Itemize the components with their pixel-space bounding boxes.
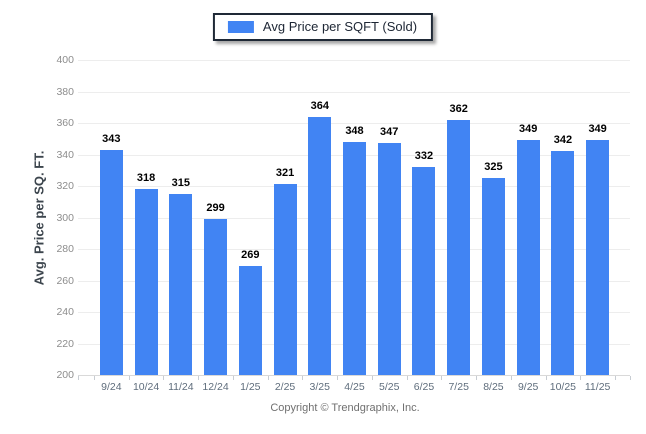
axis-tick: [510, 376, 512, 380]
bar-value-label: 321: [275, 167, 295, 180]
x-axis-tick-label: 6/25: [413, 381, 435, 393]
bar: [134, 189, 158, 375]
bar-value-label: 364: [310, 99, 329, 112]
bar: [169, 193, 193, 375]
gridline: [78, 123, 630, 124]
axis-tick: [232, 376, 234, 380]
bar: [343, 141, 366, 375]
gridline: [78, 91, 630, 93]
y-axis-tick-label: 320: [56, 180, 74, 192]
x-axis-tick-label: 1/25: [240, 381, 261, 393]
axis-end-tick: [630, 376, 631, 380]
x-axis-line: [78, 375, 630, 376]
axis-tick: [371, 376, 373, 380]
x-axis-tick-label: 3/25: [309, 381, 330, 393]
axis-tick: [615, 376, 616, 380]
x-axis-tick-label: 9/24: [101, 381, 122, 393]
bar: [412, 167, 436, 375]
y-axis-tick-label: 240: [56, 306, 74, 318]
axis-tick: [163, 376, 165, 380]
legend: Avg Price per SQFT (Sold): [212, 13, 434, 41]
x-axis-tick-label: 2/25: [274, 381, 296, 393]
bar-value-label: 349: [518, 123, 538, 136]
x-axis-tick-label: 7/25: [448, 381, 469, 393]
bar-value-label: 325: [484, 161, 503, 174]
bar: [99, 149, 123, 375]
bar: [273, 184, 297, 375]
bar: [447, 119, 471, 375]
bar-value-label: 349: [588, 123, 607, 136]
bar: [204, 219, 228, 375]
y-axis-tick-label: 280: [56, 243, 74, 255]
axis-tick: [545, 376, 547, 380]
bar-value-label: 299: [206, 202, 225, 215]
bar-value-label: 315: [171, 176, 190, 189]
bar: [481, 178, 505, 375]
x-axis-tick-label: 5/25: [379, 381, 400, 393]
x-axis-tick-label: 10/25: [549, 381, 577, 393]
copyright-text: Copyright © Trendgraphix, Inc.: [270, 402, 420, 414]
bar-value-label: 343: [102, 132, 121, 145]
bar: [516, 140, 540, 375]
axis-tick: [476, 376, 478, 380]
bar: [308, 116, 332, 375]
axis-tick: [302, 376, 304, 380]
x-axis-tick-label: 8/25: [483, 381, 504, 393]
axis-tick: [580, 376, 582, 380]
bar-value-label: 362: [449, 102, 468, 115]
axis-end-tick: [78, 376, 79, 380]
y-axis-tick-label: 260: [56, 274, 74, 287]
legend-label: Avg Price per SQFT (Sold): [262, 19, 418, 34]
bar-value-label: 318: [136, 172, 156, 185]
y-axis-tick-label: 380: [56, 85, 74, 98]
axis-tick: [128, 376, 130, 380]
y-axis-tick-label: 200: [56, 369, 74, 381]
y-axis-tick-label: 340: [56, 148, 74, 161]
axis-tick: [198, 376, 200, 380]
x-axis-tick-label: 11/24: [168, 381, 194, 393]
y-axis-tick-label: 300: [56, 211, 74, 224]
bar-value-label: 342: [553, 134, 573, 147]
bar: [586, 140, 610, 375]
x-axis-tick-label: 9/25: [517, 381, 539, 393]
x-axis-tick-label: 4/25: [344, 381, 365, 393]
y-axis-tick-label: 220: [56, 337, 74, 350]
bar: [551, 151, 575, 375]
x-axis-tick-label: 12/24: [202, 381, 229, 393]
bar: [238, 266, 262, 375]
y-axis-tick-label: 360: [56, 117, 74, 129]
x-axis-tick-label: 11/25: [584, 381, 611, 393]
bar-value-label: 348: [345, 124, 364, 137]
bar-value-label: 269: [241, 249, 260, 262]
axis-tick: [441, 376, 443, 380]
x-axis-tick-label: 10/24: [132, 381, 160, 393]
legend-swatch-icon: [227, 20, 254, 33]
axis-tick: [406, 376, 408, 380]
axis-tick: [267, 376, 269, 380]
bar: [377, 143, 401, 375]
axis-tick: [337, 376, 339, 380]
y-axis-tick-label: 400: [56, 54, 74, 66]
axis-tick: [94, 376, 95, 380]
gridline: [78, 60, 630, 61]
bar-value-label: 332: [414, 150, 434, 163]
bar-value-label: 347: [380, 126, 399, 139]
